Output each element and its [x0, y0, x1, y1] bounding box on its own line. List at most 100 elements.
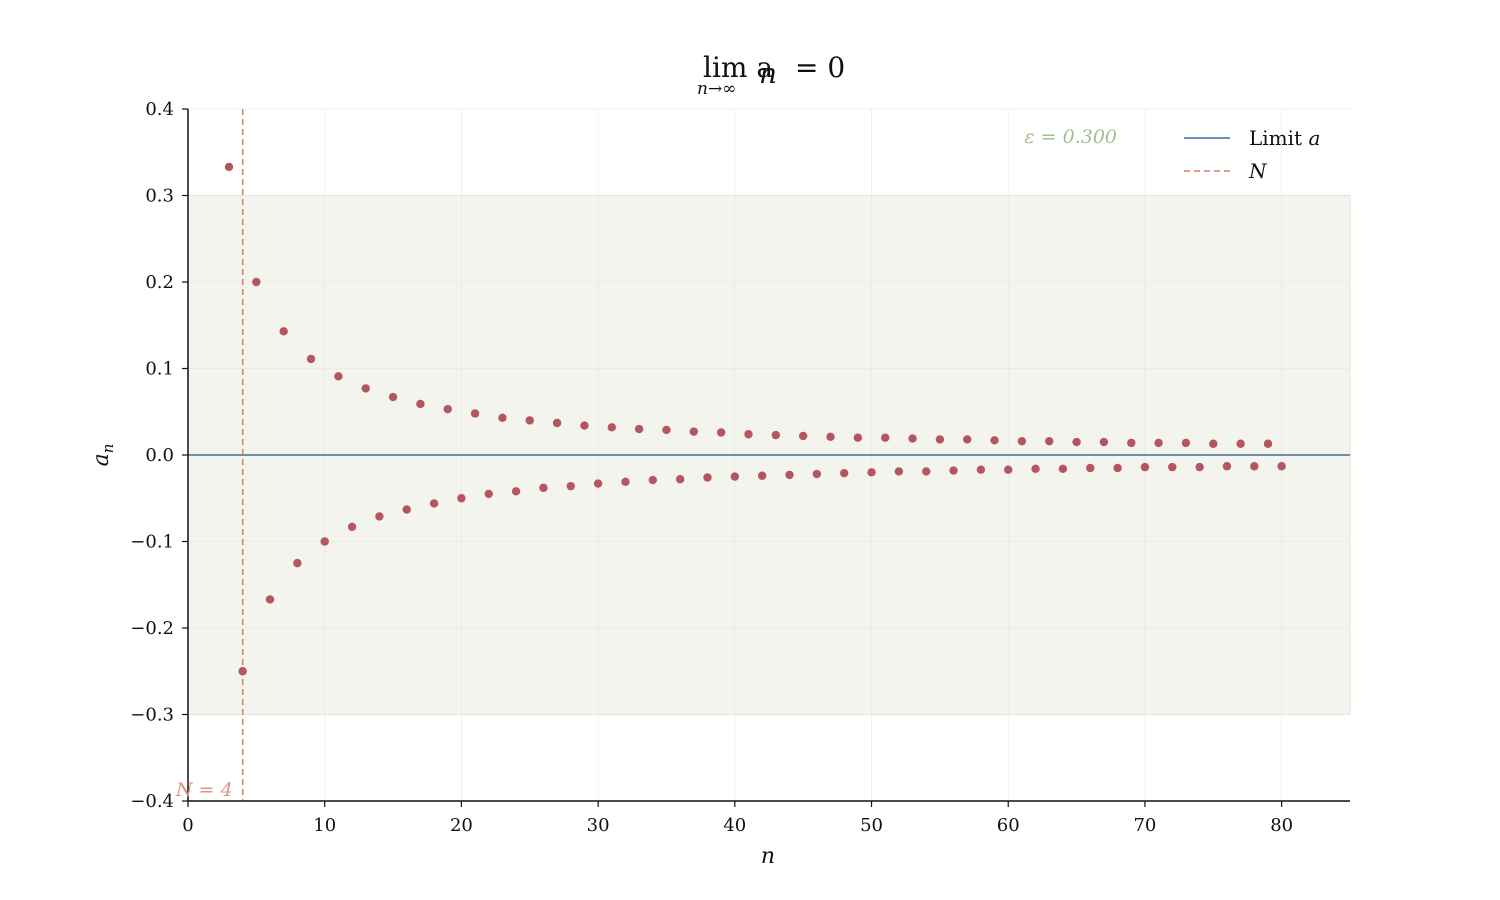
- data-point: [470, 409, 480, 418]
- x-tick-label: 60: [997, 815, 1020, 836]
- data-point: [1058, 464, 1068, 474]
- data-point: [566, 481, 575, 491]
- data-point: [443, 404, 452, 414]
- chart-title: lim a n = 0 n→∞: [697, 51, 845, 99]
- data-point: [1072, 437, 1081, 447]
- data-point: [675, 475, 685, 484]
- data-point: [1236, 439, 1245, 448]
- data-point: [265, 595, 275, 604]
- data-point: [744, 430, 753, 439]
- y-tick-label: 0.2: [145, 272, 174, 293]
- data-point: [634, 424, 644, 434]
- x-tick-label: 70: [1133, 815, 1156, 836]
- y-tick-label: −0.1: [130, 532, 174, 553]
- data-point: [429, 499, 439, 508]
- legend-label-limit-math: a: [1308, 126, 1320, 150]
- data-point: [416, 399, 425, 409]
- data-point: [771, 430, 781, 440]
- data-point: [1045, 436, 1054, 446]
- data-point: [334, 372, 343, 381]
- data-point: [935, 435, 945, 444]
- data-point: [320, 537, 329, 546]
- x-ticks: 0 10 20 30 40 50 60 70 80: [182, 801, 1293, 836]
- data-point: [238, 667, 247, 676]
- y-tick-label: −0.4: [130, 791, 174, 812]
- x-tick-label: 40: [723, 815, 746, 836]
- data-point: [1017, 436, 1027, 446]
- data-point: [1099, 437, 1109, 447]
- data-point: [839, 468, 849, 478]
- data-point: [1263, 439, 1273, 448]
- data-point: [1127, 438, 1136, 448]
- data-point: [881, 433, 890, 442]
- data-point: [908, 434, 917, 443]
- data-point: [798, 431, 808, 441]
- data-point: [375, 512, 384, 521]
- data-point: [457, 494, 466, 503]
- data-point: [1195, 462, 1204, 472]
- data-point: [1113, 463, 1122, 473]
- chart-title-suffix: = 0: [795, 51, 845, 84]
- legend-label-limit: Limit a: [1249, 126, 1320, 150]
- y-tick-label: 0.1: [145, 359, 174, 380]
- data-point: [593, 479, 603, 488]
- data-point: [306, 354, 316, 364]
- data-point: [922, 467, 931, 476]
- chart-title-lim: lim a: [703, 51, 773, 84]
- data-point: [224, 162, 234, 172]
- data-point: [252, 277, 261, 287]
- data-point: [662, 425, 671, 435]
- data-point: [607, 423, 616, 432]
- y-axis-label-subscript: n: [99, 444, 117, 454]
- data-point: [894, 467, 904, 476]
- legend: Limit a N: [1184, 126, 1320, 183]
- data-point: [388, 392, 398, 402]
- data-point: [1031, 464, 1040, 474]
- data-point: [1154, 438, 1163, 448]
- data-point: [552, 418, 562, 428]
- data-point: [293, 558, 302, 568]
- data-point: [689, 427, 699, 436]
- legend-label-n: N: [1248, 159, 1268, 183]
- data-point: [785, 470, 794, 480]
- n-label: N = 4: [175, 779, 233, 801]
- data-point: [279, 327, 288, 336]
- y-axis-label: an: [89, 444, 117, 467]
- x-axis-label: n: [761, 844, 775, 869]
- data-point: [1209, 439, 1218, 448]
- data-point: [498, 413, 507, 423]
- y-tick-label: −0.3: [130, 705, 174, 726]
- x-tick-label: 20: [450, 815, 473, 836]
- data-point: [990, 436, 999, 445]
- data-point: [716, 428, 726, 437]
- data-point: [361, 384, 370, 393]
- chart-title-under: n→∞: [697, 79, 736, 99]
- data-point: [1086, 463, 1095, 473]
- x-tick-label: 80: [1270, 815, 1293, 836]
- data-point: [580, 421, 589, 430]
- data-point: [963, 435, 972, 444]
- data-point: [1250, 462, 1259, 471]
- y-tick-label: 0.4: [145, 99, 174, 120]
- data-points: [224, 162, 1286, 676]
- data-point: [853, 433, 863, 442]
- data-point: [1222, 462, 1232, 471]
- x-tick-label: 0: [182, 815, 193, 836]
- data-point: [1277, 462, 1286, 471]
- y-tick-label: 0.0: [145, 445, 174, 466]
- data-point: [1181, 438, 1191, 448]
- chart-title-sub: n: [759, 57, 777, 90]
- data-point: [1004, 465, 1013, 474]
- y-tick-label: −0.2: [130, 618, 174, 639]
- data-point: [867, 468, 876, 477]
- data-point: [976, 465, 986, 474]
- data-point: [347, 522, 357, 531]
- data-point: [511, 487, 521, 496]
- data-point: [949, 466, 958, 475]
- data-point: [703, 473, 712, 482]
- data-point: [484, 489, 493, 499]
- x-tick-label: 10: [313, 815, 336, 836]
- data-point: [812, 469, 822, 479]
- data-point: [826, 432, 835, 442]
